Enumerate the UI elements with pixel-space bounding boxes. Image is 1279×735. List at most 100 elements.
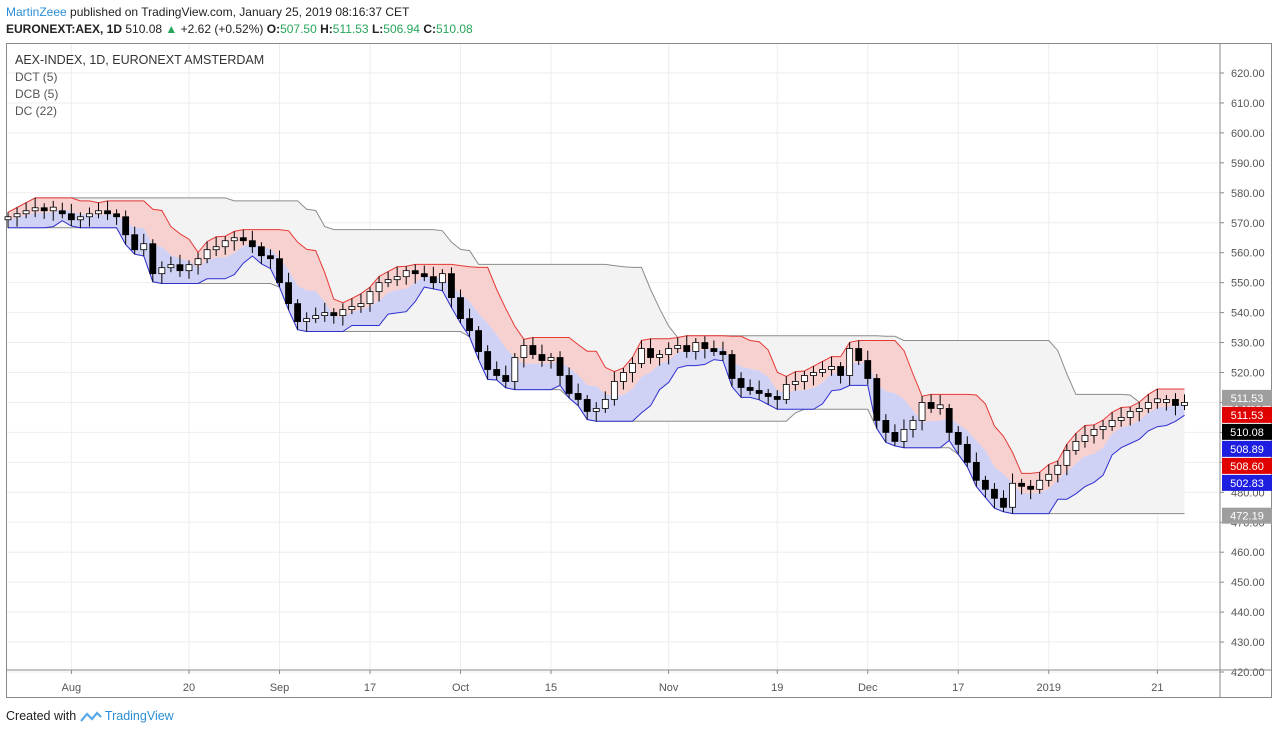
candle-body — [13, 213, 21, 218]
legend-dct[interactable]: DCT (5) — [15, 70, 58, 84]
candle-body — [321, 312, 329, 316]
tradingview-brand-link[interactable]: TradingView — [104, 709, 174, 723]
candle-body — [167, 264, 175, 269]
candle — [502, 365, 510, 388]
price-label: 511.53 — [1222, 389, 1272, 406]
candle-body — [520, 345, 528, 358]
candle — [95, 202, 102, 219]
candle — [954, 426, 962, 455]
candle-body — [502, 375, 510, 382]
candle — [230, 231, 238, 251]
candle — [1063, 444, 1071, 476]
candle-body — [104, 210, 111, 215]
time-tick-label: 17 — [952, 682, 964, 694]
candle-body — [819, 369, 826, 373]
candle-body — [67, 213, 75, 221]
candle — [620, 368, 627, 390]
candle-body — [1099, 426, 1107, 430]
candle-body — [339, 309, 347, 316]
price-tick-label: 580.00 — [1231, 188, 1265, 200]
candle — [746, 379, 754, 395]
price-label: 508.60 — [1222, 457, 1272, 474]
candle-body — [1036, 479, 1044, 490]
candle-body — [393, 276, 401, 281]
candle-body — [40, 207, 48, 212]
candle — [891, 424, 899, 446]
candle — [122, 210, 130, 245]
legend-dc[interactable]: DC (22) — [15, 104, 58, 118]
candle-body — [1172, 399, 1179, 406]
candlestick-series — [4, 197, 1188, 514]
candle — [972, 452, 980, 487]
candle — [484, 345, 492, 380]
candle-body — [420, 273, 428, 278]
candle-body — [276, 258, 283, 284]
low-value: 506.94 — [383, 22, 420, 36]
candle — [321, 302, 329, 322]
candle — [837, 362, 844, 384]
candle-body — [891, 431, 899, 442]
candle-body — [647, 348, 654, 358]
candle — [58, 202, 66, 219]
price-label-text: 508.60 — [1230, 461, 1264, 473]
candle-body — [701, 342, 709, 349]
created-with-text: Created with — [6, 709, 77, 723]
candle-body — [972, 461, 980, 481]
candle-body — [58, 210, 66, 215]
candle — [674, 337, 682, 354]
candle — [1117, 407, 1125, 427]
candle — [810, 366, 817, 386]
author-link[interactable]: MartinZeee — [6, 5, 67, 19]
candle-body — [438, 273, 446, 284]
candle-body — [49, 206, 57, 212]
candle-body — [411, 270, 419, 275]
candle-body — [1054, 464, 1062, 475]
legend-dcb[interactable]: DCB (5) — [15, 87, 59, 101]
candle — [1144, 394, 1152, 413]
high-value: 511.53 — [332, 22, 369, 36]
candle — [1126, 406, 1134, 426]
candle-body — [918, 402, 926, 421]
candle — [1000, 490, 1007, 512]
price-label: 502.83 — [1222, 474, 1272, 491]
candle — [303, 312, 311, 332]
price-tick-label: 450.00 — [1231, 577, 1265, 589]
candle — [257, 242, 265, 264]
candle-body — [511, 357, 519, 382]
footer: Created with TradingView — [6, 709, 174, 723]
price-label: 511.53 — [1222, 406, 1272, 423]
dc22-upper-line — [7, 197, 1185, 403]
candle — [945, 403, 953, 441]
candle-body — [692, 342, 700, 352]
candle — [203, 241, 211, 264]
price-tick-label: 420.00 — [1231, 667, 1265, 679]
candle-body — [656, 354, 663, 358]
price-label-bg — [1222, 406, 1272, 423]
candle — [348, 298, 356, 315]
time-tick-label: 20 — [183, 682, 195, 694]
price-label-bg — [1222, 507, 1272, 524]
candle-body — [538, 354, 546, 361]
candle-body — [348, 306, 356, 311]
price-label-bg — [1222, 423, 1272, 440]
candle-body — [828, 366, 835, 370]
candle-body — [248, 240, 256, 248]
candle — [782, 376, 790, 404]
dct-line — [7, 197, 1185, 474]
candle-body — [547, 357, 555, 361]
ohlc-header: EURONEXT:AEX, 1D 510.08 ▲ +2.62 (+0.52%)… — [6, 22, 473, 36]
candle-body — [601, 399, 609, 409]
candle — [366, 287, 374, 312]
candle-body — [782, 384, 790, 400]
candle-body — [592, 408, 600, 412]
candle-body — [900, 429, 908, 442]
chart-panel[interactable] — [6, 43, 1272, 698]
candle — [384, 271, 392, 288]
candle-body — [402, 270, 410, 278]
time-tick-label: Aug — [62, 682, 82, 694]
candle — [357, 293, 365, 313]
price-label: 472.19 — [1222, 507, 1272, 524]
candle-body — [746, 387, 754, 391]
candle — [538, 344, 546, 367]
